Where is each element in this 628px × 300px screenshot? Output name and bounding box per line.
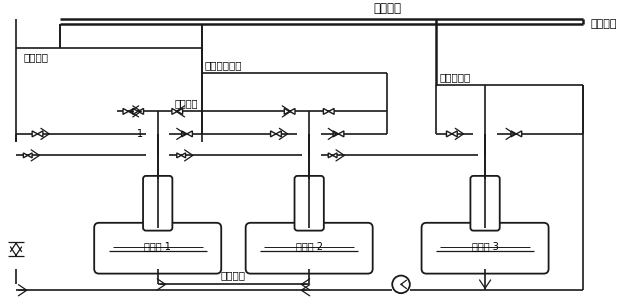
FancyBboxPatch shape <box>421 223 549 274</box>
Text: 除氧器 1: 除氧器 1 <box>144 241 171 251</box>
Polygon shape <box>181 131 187 137</box>
Polygon shape <box>271 131 276 137</box>
Polygon shape <box>28 153 32 158</box>
Polygon shape <box>128 108 134 114</box>
Text: 高压软水母管: 高压软水母管 <box>205 60 242 70</box>
Polygon shape <box>123 108 128 114</box>
Polygon shape <box>328 108 334 114</box>
Text: 软水母管: 软水母管 <box>24 52 49 62</box>
Polygon shape <box>32 131 38 137</box>
FancyBboxPatch shape <box>470 176 500 231</box>
Polygon shape <box>290 108 295 114</box>
Polygon shape <box>323 108 328 114</box>
FancyBboxPatch shape <box>295 176 324 231</box>
Polygon shape <box>133 108 138 114</box>
Polygon shape <box>333 131 338 137</box>
Polygon shape <box>338 131 344 137</box>
Polygon shape <box>328 153 333 158</box>
Polygon shape <box>447 131 452 137</box>
Polygon shape <box>23 153 28 158</box>
Polygon shape <box>452 131 457 137</box>
Polygon shape <box>38 131 43 137</box>
FancyBboxPatch shape <box>94 223 221 274</box>
Polygon shape <box>177 108 183 114</box>
Text: 1: 1 <box>137 129 143 139</box>
Polygon shape <box>516 131 522 137</box>
Polygon shape <box>284 108 290 114</box>
Text: 除氧器 2: 除氧器 2 <box>296 241 323 251</box>
Polygon shape <box>187 131 192 137</box>
Polygon shape <box>176 153 181 158</box>
Polygon shape <box>138 108 144 114</box>
FancyBboxPatch shape <box>143 176 172 231</box>
Polygon shape <box>333 153 337 158</box>
Polygon shape <box>172 108 177 114</box>
Text: 凝结水母管: 凝结水母管 <box>439 72 470 82</box>
Polygon shape <box>276 131 281 137</box>
Polygon shape <box>511 131 516 137</box>
Text: 除氧器 3: 除氧器 3 <box>472 241 499 251</box>
Text: 水平衡管: 水平衡管 <box>221 271 246 281</box>
FancyBboxPatch shape <box>246 223 372 274</box>
Text: 汽平衡管: 汽平衡管 <box>175 98 198 109</box>
Polygon shape <box>181 153 185 158</box>
Text: 厂用蒸汽: 厂用蒸汽 <box>590 20 617 29</box>
Text: 蒸汽母管: 蒸汽母管 <box>374 2 401 15</box>
